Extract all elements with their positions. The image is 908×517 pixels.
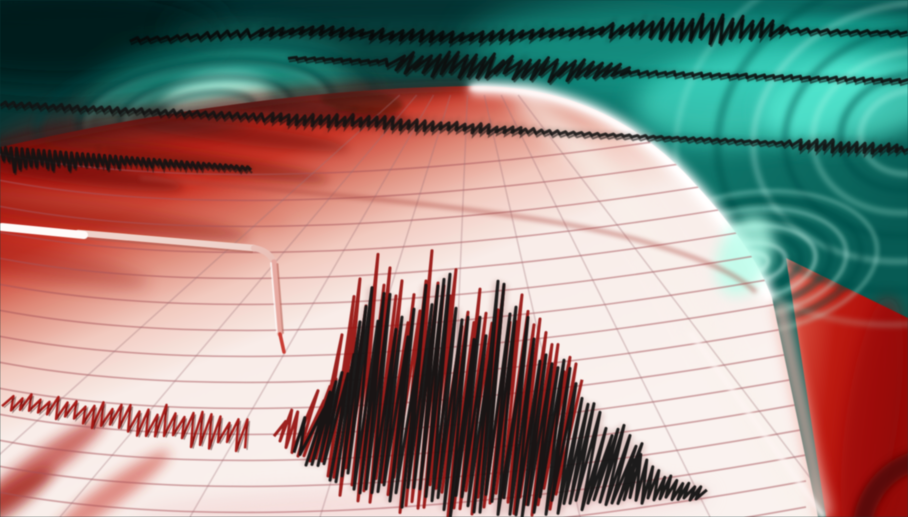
earthquake-waveform — [1, 249, 710, 517]
pen-arm — [0, 223, 286, 354]
background-seismic-traces — [0, 12, 908, 176]
paper-edge-highlight — [687, 330, 827, 517]
